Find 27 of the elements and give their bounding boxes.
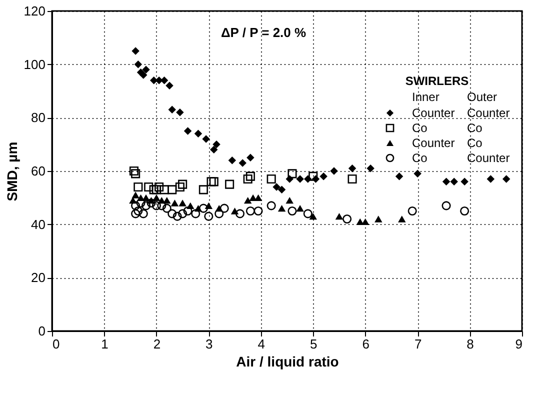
legend-title: SWIRLERS (405, 74, 469, 88)
x-tick-label: 8 (466, 336, 474, 352)
y-tick-label: 100 (24, 56, 46, 72)
y-tick-label: 0 (38, 324, 46, 338)
text: Co Counter (412, 151, 510, 165)
y-tick-label: 120 (24, 4, 46, 18)
y-tick-label: 20 (31, 270, 46, 286)
x-tick-label: 5 (310, 336, 318, 352)
x-tick-label: 7 (414, 336, 422, 352)
x-tick-label: 0 (52, 336, 60, 352)
y-tick-label: 40 (31, 216, 46, 232)
x-axis-title: Air / liquid ratio (236, 354, 339, 370)
x-tick-label: 4 (258, 336, 266, 352)
y-tick-label: 60 (31, 164, 46, 178)
y-tick-label: 80 (31, 110, 46, 126)
annotation: Inner (412, 90, 440, 104)
text: Co Co (412, 121, 482, 135)
x-tick-label: 6 (362, 336, 370, 352)
annotation: ΔP / P = 2.0 % (220, 25, 306, 40)
x-tick-label: 2 (153, 336, 161, 352)
x-tick-label: 1 (101, 336, 108, 352)
annotation: Outer (467, 90, 498, 104)
legend-label: Counter Counter (412, 106, 510, 120)
y-axis-title: SMD, µm (4, 142, 20, 202)
x-tick-label: 9 (515, 336, 522, 352)
legend-label: Counter Co (412, 136, 483, 150)
x-tick-label: 3 (206, 336, 213, 352)
